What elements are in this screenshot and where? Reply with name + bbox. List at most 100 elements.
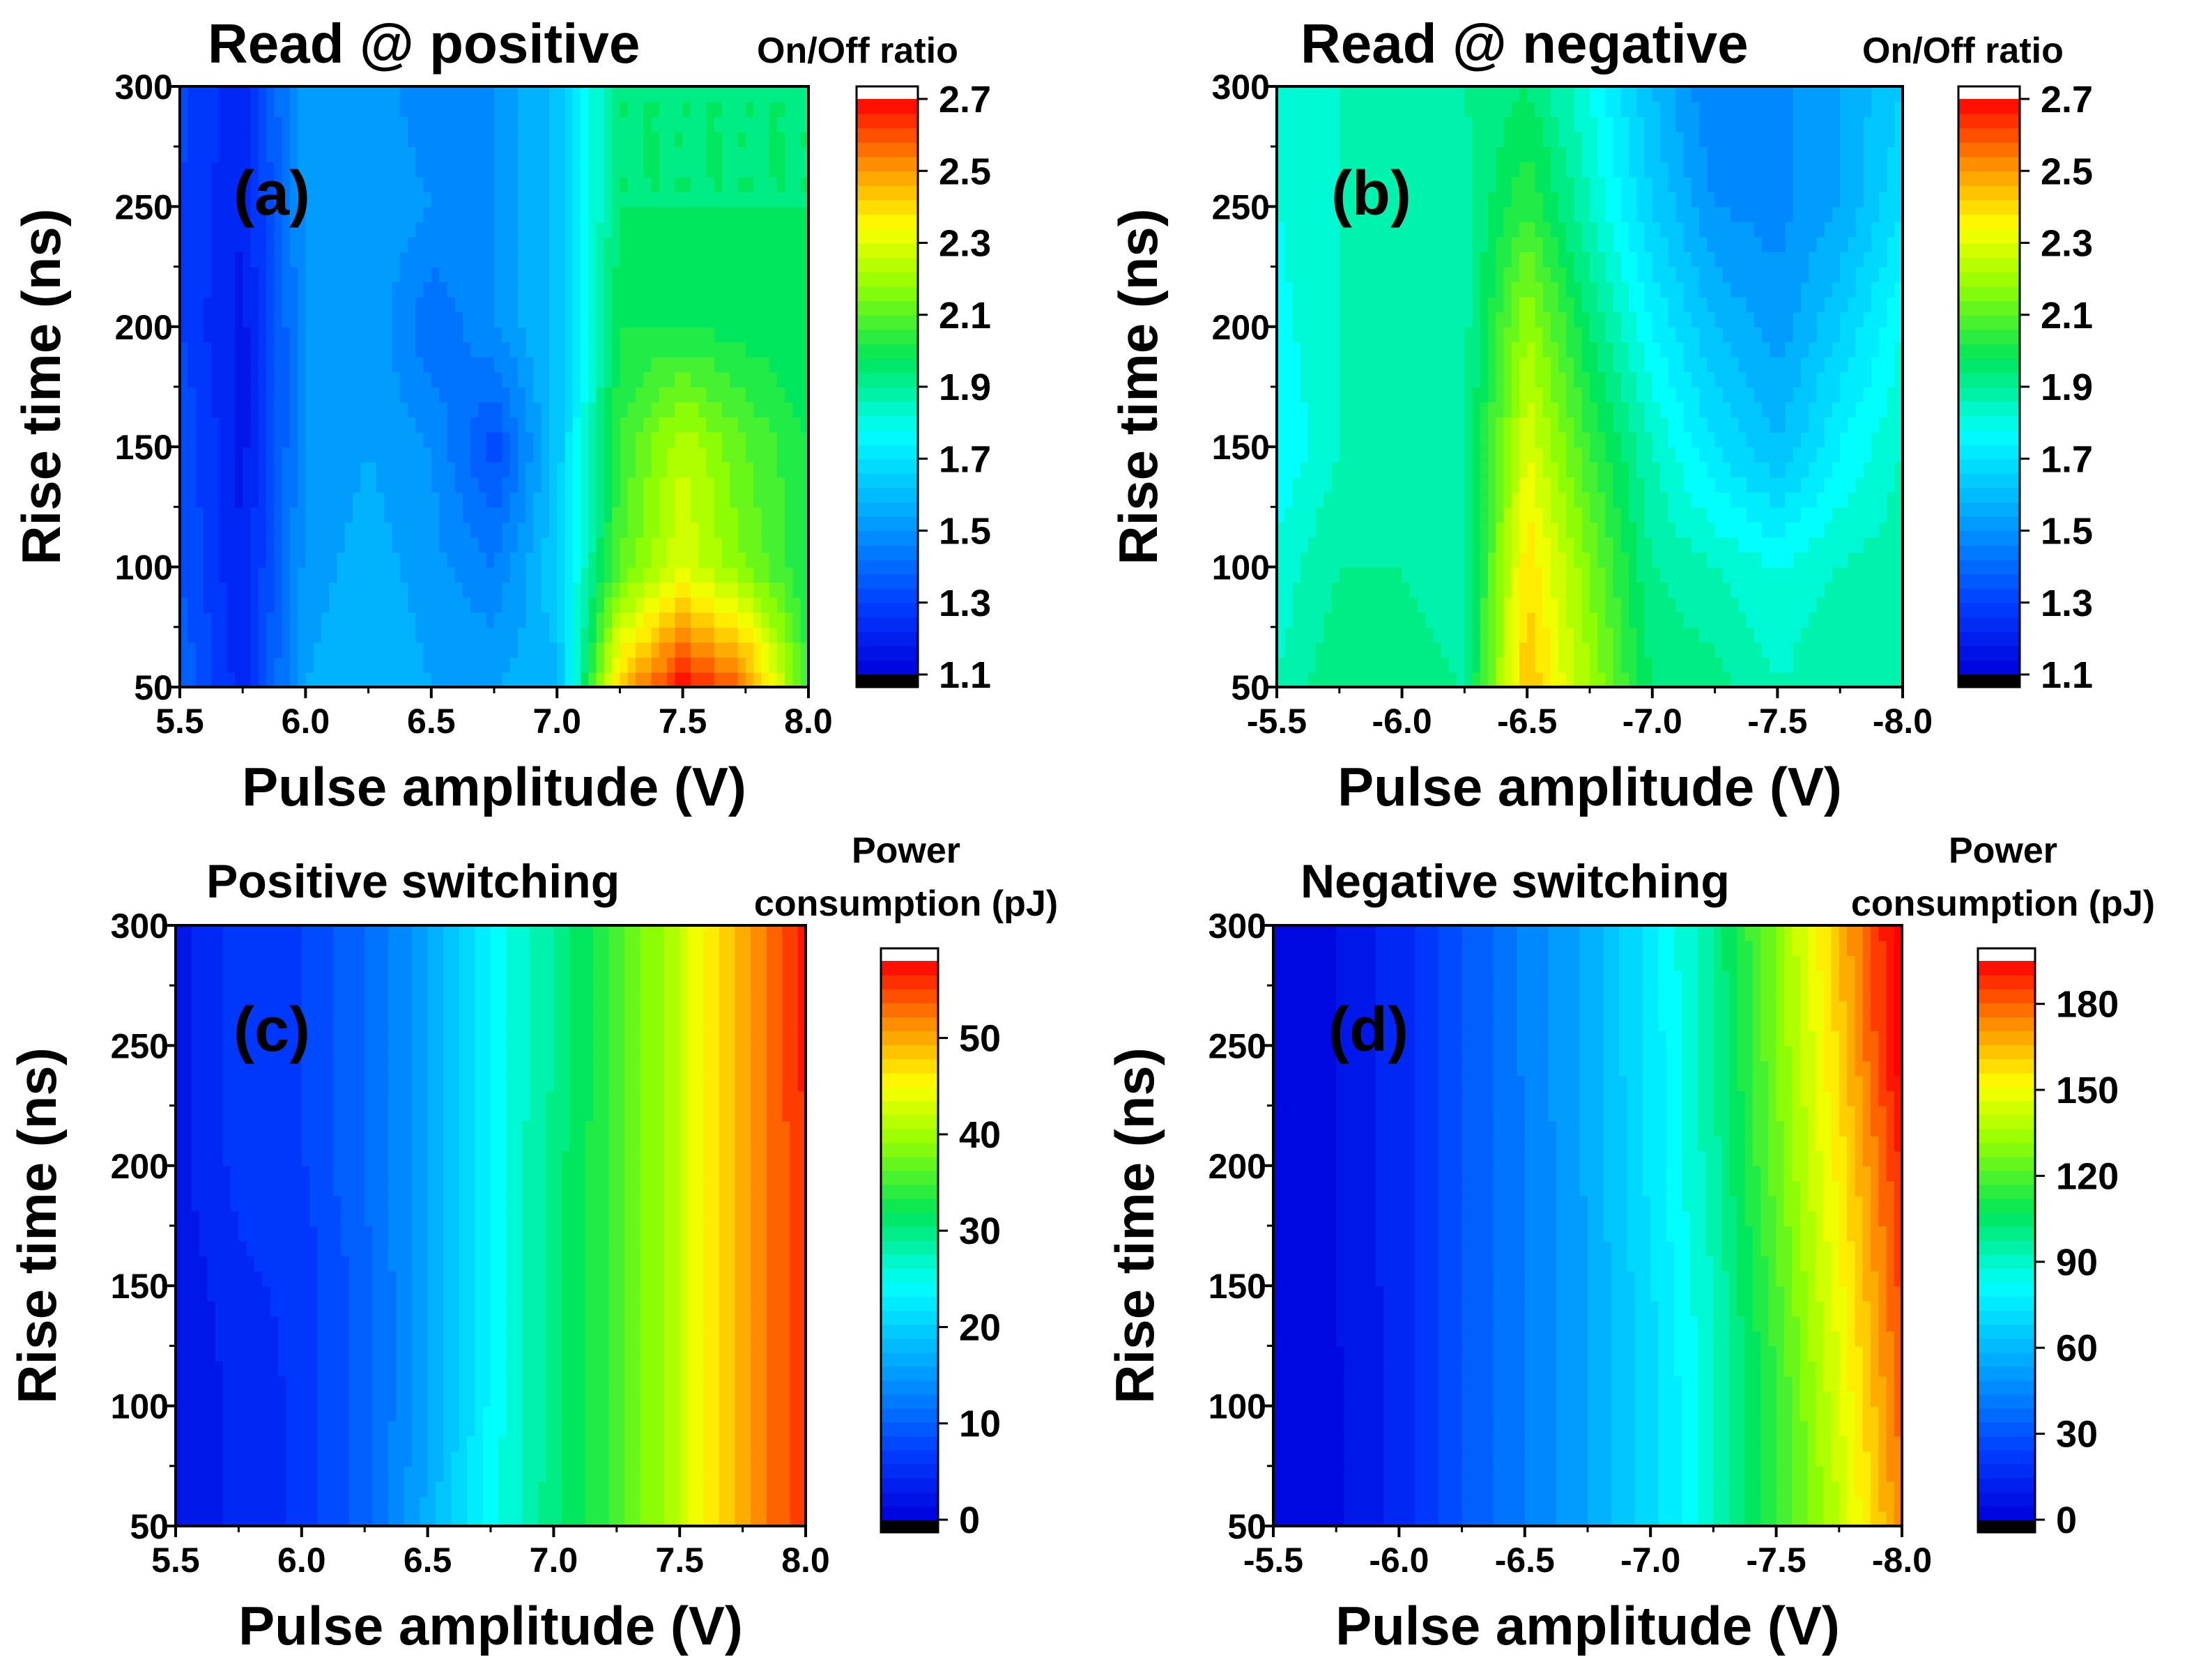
- heatmap-cell: [541, 206, 550, 222]
- heatmap-cell: [1816, 656, 1825, 673]
- heatmap-cell: [187, 356, 197, 373]
- heatmap-cell: [180, 356, 189, 373]
- heatmap-cell: [769, 537, 778, 553]
- heatmap-cell: [1339, 507, 1348, 523]
- heatmap-cell: [730, 221, 739, 238]
- heatmap-cell: [785, 191, 794, 208]
- heatmap-cell: [690, 431, 700, 448]
- heatmap-cell: [1605, 371, 1614, 387]
- heatmap-cell: [211, 86, 220, 102]
- heatmap-cell: [706, 596, 715, 613]
- heatmap-cell: [344, 101, 353, 117]
- heatmap-cell: [620, 252, 629, 268]
- heatmap-cell: [643, 507, 652, 523]
- heatmap-cell: [1550, 567, 1560, 583]
- heatmap-cell: [258, 582, 267, 598]
- heatmap-cell: [1832, 431, 1841, 448]
- heatmap-cell: [1323, 371, 1333, 387]
- heatmap-cell: [313, 252, 322, 268]
- heatmap-cell: [502, 521, 511, 538]
- heatmap-cell: [769, 656, 778, 673]
- heatmap-cell: [1472, 477, 1481, 493]
- heatmap-cell: [470, 116, 479, 132]
- heatmap-cell: [659, 101, 668, 117]
- heatmap-cell: [384, 642, 393, 658]
- heatmap-cell: [494, 612, 503, 628]
- heatmap-cell: [399, 567, 408, 583]
- heatmap-cell: [1731, 491, 1740, 508]
- heatmap-cell: [761, 252, 770, 268]
- heatmap-cell: [1809, 596, 1818, 613]
- heatmap-cell: [1527, 626, 1536, 643]
- heatmap-cell: [439, 116, 448, 132]
- heatmap-cell: [737, 206, 746, 222]
- heatmap-cell: [792, 266, 801, 283]
- heatmap-cell: [305, 266, 314, 283]
- heatmap-cell: [250, 252, 259, 268]
- heatmap-cell: [1699, 642, 1708, 658]
- heatmap-cell: [407, 387, 417, 403]
- heatmap-cell: [180, 672, 189, 688]
- heatmap-cell: [1277, 596, 1286, 613]
- heatmap-cell: [392, 146, 401, 162]
- heatmap-cell: [1691, 401, 1701, 417]
- heatmap-cell: [415, 582, 424, 598]
- heatmap-cell: [470, 311, 479, 327]
- heatmap-cell: [1558, 371, 1567, 387]
- colorbar-step: [857, 271, 918, 287]
- heatmap-cell: [282, 176, 291, 192]
- heatmap-cell: [1464, 461, 1473, 478]
- heatmap-cell: [612, 146, 621, 162]
- heatmap-cell: [462, 582, 472, 598]
- heatmap-cell: [635, 537, 645, 553]
- heatmap-cell: [360, 491, 369, 508]
- heatmap-cell: [509, 161, 519, 178]
- heatmap-cell: [353, 341, 362, 357]
- heatmap-cell: [360, 296, 369, 313]
- heatmap-cell: [392, 131, 401, 148]
- heatmap-cell: [407, 161, 417, 178]
- heatmap-cell: [785, 582, 794, 598]
- heatmap-cell: [384, 401, 393, 417]
- heatmap-cell: [1824, 431, 1833, 448]
- heatmap-cell: [714, 521, 723, 538]
- heatmap-cell: [266, 626, 275, 643]
- heatmap-cell: [667, 431, 676, 448]
- heatmap-cell: [1433, 552, 1442, 568]
- heatmap-cell: [486, 266, 495, 283]
- heatmap-cell: [337, 101, 346, 117]
- heatmap-cell: [1824, 461, 1833, 478]
- heatmap-cell: [1277, 387, 1286, 403]
- heatmap-cell: [384, 206, 393, 222]
- heatmap-cell: [1355, 596, 1364, 613]
- heatmap-cell: [1761, 431, 1771, 448]
- heatmap-cell: [462, 161, 472, 178]
- heatmap-cell: [792, 387, 801, 403]
- heatmap-cell: [581, 266, 590, 283]
- heatmap-cell: [1355, 431, 1364, 448]
- heatmap-cell: [1754, 477, 1763, 493]
- heatmap-cell: [1542, 491, 1551, 508]
- heatmap-cell: [659, 656, 668, 673]
- heatmap-cell: [470, 146, 479, 162]
- heatmap-cell: [1355, 672, 1364, 688]
- heatmap-cell: [1652, 656, 1661, 673]
- heatmap-cell: [478, 537, 487, 553]
- heatmap-cell: [1590, 626, 1599, 643]
- heatmap-cell: [548, 101, 558, 117]
- heatmap-cell: [1542, 582, 1551, 598]
- heatmap-cell: [502, 596, 511, 613]
- heatmap-cell: [548, 206, 558, 222]
- heatmap-cell: [329, 596, 338, 613]
- heatmap-cell: [1503, 552, 1512, 568]
- heatmap-cell: [659, 326, 668, 343]
- heatmap-cell: [1457, 521, 1466, 538]
- heatmap-cell: [651, 282, 660, 298]
- heatmap-cell: [447, 326, 456, 343]
- heatmap-cell: [581, 296, 590, 313]
- heatmap-cell: [415, 176, 424, 192]
- heatmap-cell: [329, 341, 338, 357]
- heatmap-cell: [690, 491, 700, 508]
- heatmap-cell: [714, 161, 723, 178]
- heatmap-cell: [1777, 447, 1786, 463]
